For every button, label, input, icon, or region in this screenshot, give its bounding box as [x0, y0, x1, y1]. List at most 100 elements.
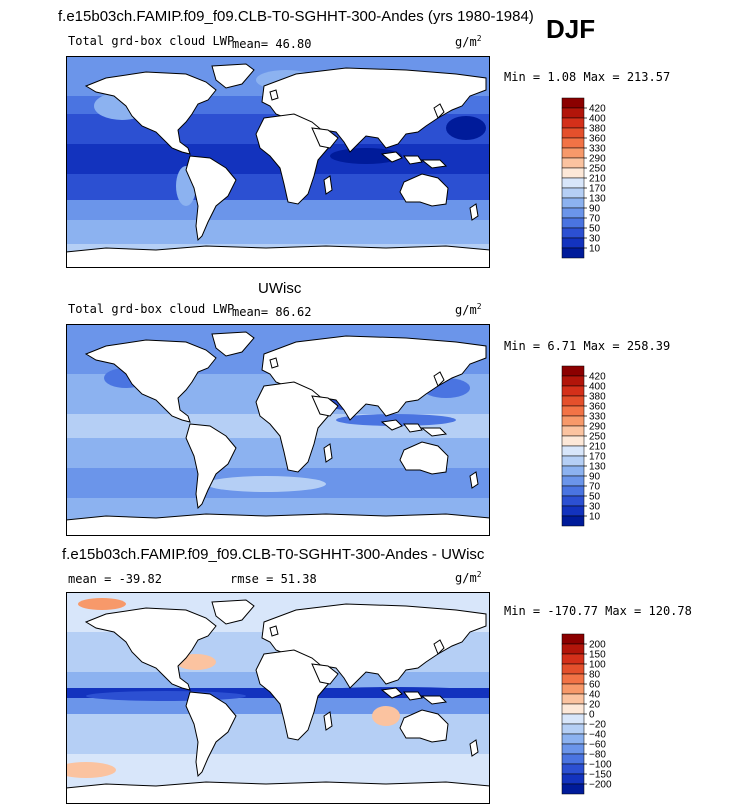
continents — [66, 599, 490, 804]
field-feature-3 — [330, 148, 402, 164]
colorbar-label-12: 50 — [589, 224, 601, 235]
colorbar-box-2 — [561, 653, 585, 665]
colorbar-label-13: −150 — [589, 770, 612, 781]
colorbar-label-6: 20 — [589, 700, 601, 711]
colorbar-label-0: 420 — [589, 104, 606, 115]
field-feature-5 — [372, 706, 400, 726]
colorbar-label-2: 380 — [589, 124, 606, 135]
colorbar-box-4 — [561, 673, 585, 685]
continent-4 — [255, 113, 331, 205]
continent-9 — [420, 159, 448, 169]
field-band-5 — [66, 200, 490, 220]
colorbar-box-13 — [561, 495, 585, 507]
continent-12 — [323, 443, 333, 463]
colorbar-label-5: 290 — [589, 154, 606, 165]
continent-2 — [185, 155, 237, 242]
colorbar-box-15 — [561, 247, 585, 259]
colorbar-label-3: 360 — [589, 134, 606, 145]
colorbar-label-14: 10 — [589, 512, 601, 523]
colorbar-box-12 — [561, 217, 585, 229]
colorbar-label-8: 170 — [589, 184, 606, 195]
continent-14 — [66, 513, 490, 536]
field-band-6 — [66, 220, 490, 244]
continent-10 — [433, 639, 445, 655]
continent-5 — [311, 395, 339, 417]
panel-2-units: g/m2 — [455, 302, 482, 317]
season-label: DJF — [546, 14, 596, 44]
colorbar-label-14: 10 — [589, 244, 601, 255]
colorbar-box-12 — [561, 485, 585, 497]
colorbar-label-10: −60 — [589, 740, 606, 751]
colorbar-label-13: 30 — [589, 502, 601, 513]
colorbar-box-0 — [561, 633, 585, 645]
colorbar-label-4: 330 — [589, 412, 606, 423]
colorbar-box-1 — [561, 643, 585, 655]
colorbar-box-6 — [561, 693, 585, 705]
field-feature-4 — [206, 476, 326, 492]
panel-1-minmax: Min = 1.08 Max = 213.57 — [504, 70, 671, 84]
continent-4 — [255, 649, 331, 741]
continent-6 — [399, 173, 449, 207]
panel-2-field-label: Total grd-box cloud LWP — [68, 302, 235, 316]
continent-5 — [311, 663, 339, 685]
colorbar-box-8 — [561, 177, 585, 189]
colorbar-label-14: −200 — [589, 780, 612, 791]
continent-2 — [185, 423, 237, 510]
panel-3-minmax: Min = -170.77 Max = 120.78 — [504, 604, 692, 618]
continent-1 — [211, 331, 255, 357]
colorbar-box-14 — [561, 505, 585, 517]
continent-8 — [403, 691, 423, 701]
colorbar-box-5 — [561, 683, 585, 695]
continent-0 — [84, 339, 217, 423]
continent-0 — [84, 607, 217, 691]
colorbar-label-5: 40 — [589, 690, 601, 701]
colorbar-box-11 — [561, 475, 585, 487]
colorbar-box-11 — [561, 743, 585, 755]
colorbar-box-6 — [561, 425, 585, 437]
colorbar-box-7 — [561, 435, 585, 447]
field-feature-2 — [446, 116, 486, 140]
panel-2-map — [66, 324, 490, 536]
continent-9 — [420, 695, 448, 705]
colorbar-label-3: 80 — [589, 670, 601, 681]
continent-0 — [84, 71, 217, 155]
colorbar-label-12: 50 — [589, 492, 601, 503]
colorbar-box-1 — [561, 107, 585, 119]
colorbar-label-7: 210 — [589, 174, 606, 185]
field-feature-6 — [66, 762, 116, 778]
colorbar-label-5: 290 — [589, 422, 606, 433]
colorbar-box-5 — [561, 415, 585, 427]
map-frame — [66, 56, 490, 268]
panel-1-field-label: Total grd-box cloud LWP — [68, 34, 235, 48]
colorbar-label-0: 200 — [589, 640, 606, 651]
panel-2-title: UWisc — [258, 280, 302, 297]
colorbar-box-13 — [561, 227, 585, 239]
colorbar-label-10: 90 — [589, 472, 601, 483]
colorbar-label-0: 420 — [589, 372, 606, 383]
colorbar-box-2 — [561, 385, 585, 397]
colorbar-label-8: 170 — [589, 452, 606, 463]
continent-8 — [403, 155, 423, 165]
colorbar-label-9: 130 — [589, 462, 606, 473]
panel-3-map — [66, 592, 490, 804]
colorbar-box-14 — [561, 773, 585, 785]
colorbar-box-14 — [561, 237, 585, 249]
colorbar-box-9 — [561, 187, 585, 199]
continent-10 — [433, 371, 445, 387]
continent-10 — [433, 103, 445, 119]
colorbar-box-0 — [561, 97, 585, 109]
panel-3-units: g/m2 — [455, 570, 482, 585]
continents — [66, 63, 490, 268]
continent-12 — [323, 175, 333, 195]
colorbar-box-3 — [561, 663, 585, 675]
colorbar-label-1: 400 — [589, 382, 606, 393]
continent-1 — [211, 63, 255, 89]
colorbar-box-2 — [561, 117, 585, 129]
colorbar-box-4 — [561, 137, 585, 149]
colorbar-label-6: 250 — [589, 164, 606, 175]
colorbar-box-6 — [561, 157, 585, 169]
colorbar-box-7 — [561, 167, 585, 179]
continent-9 — [420, 427, 448, 437]
colorbar-box-1 — [561, 375, 585, 387]
